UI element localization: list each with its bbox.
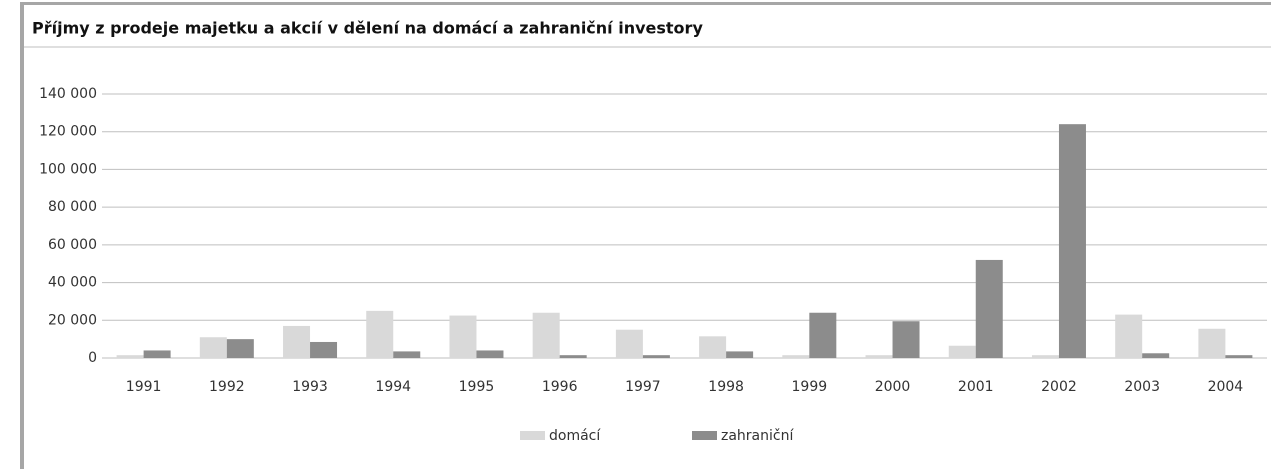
y-tick-label: 40 000	[48, 275, 97, 291]
bar	[116, 355, 144, 358]
bar	[199, 337, 227, 358]
y-tick-label: 140 000	[39, 86, 97, 102]
x-tick-label: 2001	[958, 379, 994, 395]
y-tick-label: 100 000	[39, 161, 97, 177]
bar	[865, 355, 893, 358]
bar	[809, 312, 837, 358]
legend-swatch	[520, 431, 545, 440]
bar	[1115, 314, 1143, 358]
y-tick-label: 80 000	[48, 199, 97, 215]
bar	[393, 351, 421, 358]
y-tick-label: 0	[88, 350, 97, 366]
frame-left	[20, 2, 24, 469]
bar	[1142, 353, 1170, 358]
legend-label: zahraniční	[721, 428, 794, 444]
x-tick-label: 1995	[459, 379, 495, 395]
bar	[726, 351, 754, 358]
bar	[226, 339, 254, 358]
bar	[366, 310, 394, 358]
bar	[1058, 124, 1086, 359]
chart-title: Příjmy z prodeje majetku a akcií v dělen…	[32, 19, 703, 38]
bar	[1031, 355, 1059, 358]
bar	[642, 355, 670, 358]
bar	[1225, 355, 1253, 358]
x-tick-label: 2003	[1124, 379, 1160, 395]
x-tick-label: 1994	[375, 379, 411, 395]
x-tick-label: 2004	[1208, 379, 1244, 395]
legend-label: domácí	[549, 428, 601, 444]
y-tick-label: 60 000	[48, 237, 97, 253]
bar	[283, 325, 311, 358]
bar	[449, 315, 477, 358]
x-tick-label: 1999	[792, 379, 828, 395]
bar	[948, 345, 976, 358]
x-tick-label: 1992	[209, 379, 245, 395]
bar	[615, 329, 643, 358]
bar	[310, 341, 338, 358]
x-tick-label: 1998	[708, 379, 744, 395]
y-tick-label: 20 000	[48, 312, 97, 328]
x-tick-label: 1996	[542, 379, 578, 395]
bar	[143, 350, 171, 358]
bar	[892, 321, 920, 358]
x-tick-label: 1991	[126, 379, 162, 395]
bar	[476, 350, 504, 358]
bar	[975, 259, 1003, 358]
x-tick-label: 2002	[1041, 379, 1077, 395]
x-tick-label: 1993	[292, 379, 328, 395]
bar	[782, 355, 810, 358]
bar	[532, 312, 560, 358]
bar	[699, 336, 727, 358]
bar	[1198, 328, 1226, 358]
y-tick-label: 120 000	[39, 124, 97, 140]
legend-swatch	[692, 431, 717, 440]
x-tick-label: 2000	[875, 379, 911, 395]
bar	[559, 355, 587, 358]
frame-top	[20, 2, 1271, 5]
x-tick-label: 1997	[625, 379, 661, 395]
